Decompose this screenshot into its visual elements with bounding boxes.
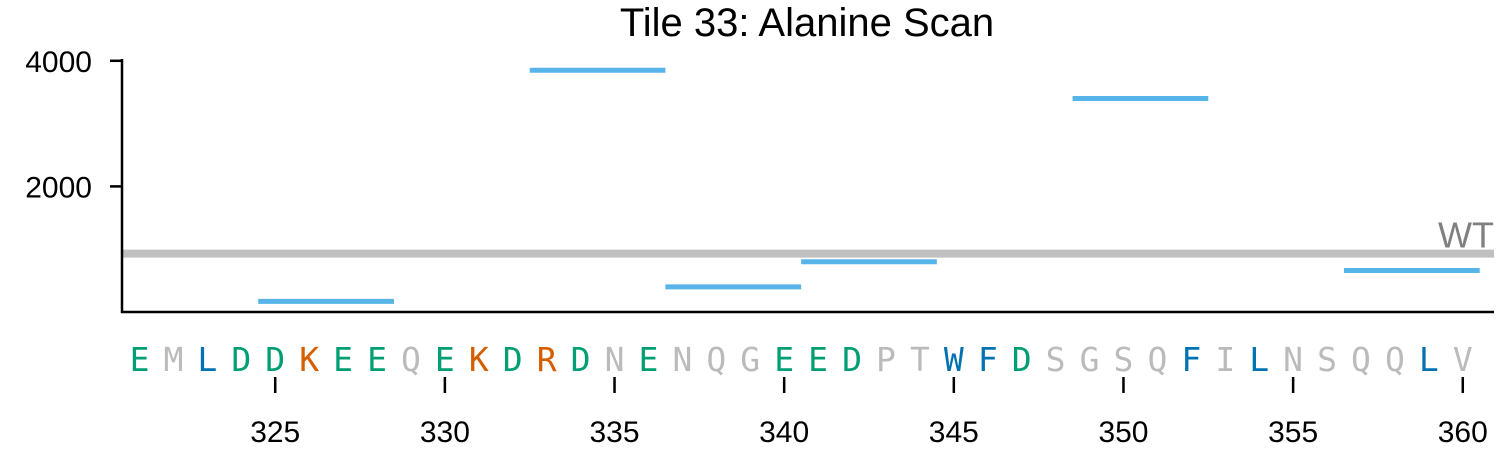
y-tick-label-2000: 2000 bbox=[25, 171, 92, 204]
residue-333: R bbox=[537, 340, 557, 379]
axis-layer: 2000 4000 325 330 335 340 345 350 355 360 bbox=[25, 46, 1494, 449]
residue-340: E bbox=[774, 340, 794, 379]
residue-351: Q bbox=[1147, 340, 1167, 379]
residue-339: G bbox=[740, 340, 760, 379]
x-tick-label-335: 335 bbox=[589, 416, 639, 449]
residue-343: P bbox=[876, 340, 896, 379]
residue-360: V bbox=[1453, 340, 1473, 379]
chart-title: Tile 33: Alanine Scan bbox=[620, 1, 994, 45]
residue-358: Q bbox=[1385, 340, 1405, 379]
residue-336: E bbox=[639, 340, 659, 379]
residue-332: D bbox=[503, 340, 523, 379]
residue-337: N bbox=[672, 340, 692, 379]
residue-323: L bbox=[197, 340, 217, 379]
residue-334: D bbox=[571, 340, 591, 379]
residue-324: D bbox=[231, 340, 251, 379]
residue-357: Q bbox=[1351, 340, 1371, 379]
x-tick-label-350: 350 bbox=[1098, 416, 1148, 449]
residue-345: W bbox=[944, 340, 964, 379]
residue-355: N bbox=[1283, 340, 1303, 379]
residue-350: S bbox=[1114, 340, 1134, 379]
residue-325: D bbox=[265, 340, 285, 379]
x-tick-label-340: 340 bbox=[759, 416, 809, 449]
residue-354: L bbox=[1249, 340, 1269, 379]
residue-330: E bbox=[435, 340, 455, 379]
x-tick-label-355: 355 bbox=[1268, 416, 1318, 449]
wt-reference-label: WT bbox=[1438, 215, 1494, 256]
x-tick-label-345: 345 bbox=[929, 416, 979, 449]
residue-321: E bbox=[130, 340, 150, 379]
residue-348: S bbox=[1046, 340, 1066, 379]
residue-322: M bbox=[163, 340, 183, 379]
residue-335: N bbox=[605, 340, 625, 379]
x-tick-label-330: 330 bbox=[420, 416, 470, 449]
wt-reference-layer: WT bbox=[122, 215, 1494, 258]
residue-328: E bbox=[367, 340, 387, 379]
residue-329: Q bbox=[401, 340, 421, 379]
x-tick-label-325: 325 bbox=[250, 416, 300, 449]
residue-342: D bbox=[842, 340, 862, 379]
residue-349: G bbox=[1080, 340, 1100, 379]
y-tick-label-4000: 4000 bbox=[25, 46, 92, 79]
x-tick-label-360: 360 bbox=[1438, 416, 1488, 449]
residue-344: T bbox=[910, 340, 930, 379]
residue-327: E bbox=[333, 340, 353, 379]
residue-326: K bbox=[299, 340, 319, 379]
residue-347: D bbox=[1012, 340, 1032, 379]
segment-layer bbox=[258, 67, 1480, 304]
residue-353: I bbox=[1215, 340, 1235, 379]
residue-359: L bbox=[1419, 340, 1439, 379]
residue-346: F bbox=[978, 340, 998, 379]
residue-341: E bbox=[808, 340, 828, 379]
residue-331: K bbox=[469, 340, 489, 379]
residue-338: Q bbox=[706, 340, 726, 379]
residue-356: S bbox=[1317, 340, 1337, 379]
residue-352: F bbox=[1181, 340, 1201, 379]
